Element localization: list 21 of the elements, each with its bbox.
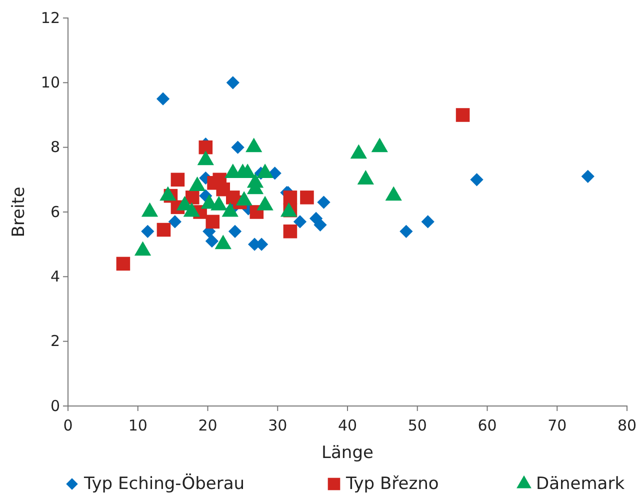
x-tick-label: 20 xyxy=(198,416,218,434)
x-tick-label: 0 xyxy=(63,416,73,434)
x-tick-label: 60 xyxy=(478,416,497,434)
x-tick-label: 10 xyxy=(128,416,148,434)
legend-label: Dänemark xyxy=(536,474,625,494)
x-tick-label: 80 xyxy=(617,416,637,434)
y-tick-label: 4 xyxy=(50,267,60,286)
legend-label: Typ Eching-Öberau xyxy=(83,473,245,494)
y-tick-label: 2 xyxy=(50,332,60,350)
x-axis-title: Länge xyxy=(322,443,374,463)
x-tick-label: 70 xyxy=(548,416,567,434)
y-axis-title: Breite xyxy=(9,186,29,238)
y-tick-label: 8 xyxy=(50,138,60,156)
x-tick-label: 30 xyxy=(268,416,288,434)
y-tick-label: 0 xyxy=(50,396,60,415)
y-tick-label: 12 xyxy=(40,8,60,27)
y-tick-label: 10 xyxy=(40,73,60,92)
legend-label: Typ Březno xyxy=(345,474,439,494)
x-tick-label: 50 xyxy=(408,416,427,434)
y-tick-label: 6 xyxy=(50,202,60,221)
x-tick-label: 40 xyxy=(338,416,358,434)
